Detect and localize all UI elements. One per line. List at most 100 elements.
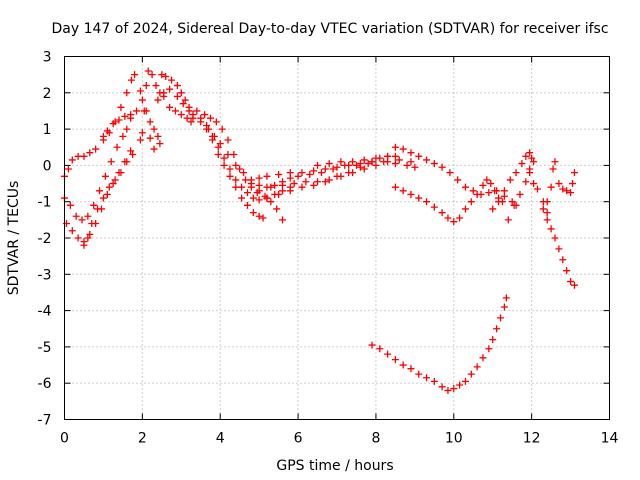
data-point bbox=[263, 194, 271, 202]
data-point bbox=[214, 151, 222, 159]
data-point bbox=[473, 190, 481, 198]
data-point bbox=[391, 143, 399, 151]
data-point bbox=[329, 165, 337, 173]
data-point bbox=[415, 194, 423, 202]
data-point bbox=[142, 107, 150, 115]
data-point bbox=[438, 383, 446, 391]
data-point bbox=[138, 96, 146, 104]
series-arc-18 bbox=[391, 143, 520, 209]
data-point bbox=[111, 176, 119, 184]
data-point bbox=[146, 134, 154, 142]
data-point bbox=[516, 190, 524, 198]
data-point bbox=[430, 160, 438, 168]
data-point bbox=[438, 209, 446, 217]
data-point bbox=[68, 156, 76, 164]
data-point bbox=[158, 71, 166, 79]
y-tick-label: -3 bbox=[38, 267, 52, 283]
data-point bbox=[242, 176, 250, 184]
data-point bbox=[117, 103, 125, 111]
data-point bbox=[123, 125, 131, 133]
data-point bbox=[543, 198, 551, 206]
data-point bbox=[500, 187, 508, 195]
data-point bbox=[570, 169, 578, 177]
data-point bbox=[518, 160, 526, 168]
data-point bbox=[391, 160, 399, 168]
data-point bbox=[456, 214, 464, 222]
data-point bbox=[226, 165, 234, 173]
x-tick-label: 12 bbox=[523, 431, 541, 447]
data-point bbox=[208, 136, 216, 144]
series-arc-7 bbox=[138, 96, 164, 153]
data-point bbox=[210, 132, 218, 140]
series-arc-25 bbox=[368, 294, 510, 394]
data-point bbox=[502, 294, 510, 302]
series-arc-11 bbox=[197, 118, 267, 222]
data-point bbox=[72, 212, 80, 220]
series-arc-12 bbox=[201, 111, 286, 224]
data-point bbox=[160, 89, 168, 97]
y-axis-title: SDTVAR / TECUs bbox=[6, 181, 22, 296]
data-point bbox=[185, 103, 193, 111]
data-point bbox=[495, 198, 503, 206]
data-point bbox=[395, 156, 403, 164]
data-point bbox=[325, 176, 333, 184]
data-point bbox=[360, 156, 368, 164]
data-point bbox=[423, 156, 431, 164]
data-point bbox=[238, 183, 246, 191]
data-point bbox=[508, 198, 516, 206]
data-point bbox=[500, 303, 508, 311]
data-point bbox=[86, 230, 94, 238]
data-point bbox=[64, 165, 72, 173]
series-arc-23 bbox=[539, 158, 578, 213]
series-arc-3 bbox=[62, 147, 135, 246]
data-point bbox=[96, 187, 104, 195]
data-point bbox=[117, 169, 125, 177]
series-arc-9 bbox=[158, 71, 197, 119]
data-point bbox=[224, 136, 232, 144]
data-point bbox=[150, 125, 158, 133]
data-point bbox=[372, 154, 380, 162]
y-tick-labels: -7 -6 -5 -4 -3 -2 -1 0 1 2 3 bbox=[38, 50, 52, 429]
data-point bbox=[127, 111, 135, 119]
data-point bbox=[279, 181, 286, 189]
data-point bbox=[479, 181, 487, 189]
series-arc-4 bbox=[80, 151, 137, 249]
x-tick-label: 10 bbox=[445, 431, 463, 447]
y-tick-label: -4 bbox=[38, 304, 52, 320]
y-tick-label: -5 bbox=[38, 340, 52, 356]
data-point bbox=[512, 169, 520, 177]
data-point bbox=[450, 385, 458, 393]
data-point bbox=[74, 234, 82, 242]
series-arc-8 bbox=[154, 85, 197, 122]
data-point bbox=[113, 143, 121, 151]
data-point bbox=[473, 363, 481, 371]
data-point bbox=[220, 154, 228, 162]
data-point bbox=[493, 325, 501, 333]
data-point bbox=[325, 160, 333, 168]
data-point bbox=[567, 278, 575, 286]
data-point bbox=[127, 147, 135, 155]
data-point bbox=[220, 161, 228, 169]
data-point bbox=[197, 118, 205, 126]
data-point bbox=[68, 227, 76, 235]
data-point bbox=[399, 145, 407, 153]
data-point bbox=[570, 281, 578, 289]
data-point bbox=[201, 111, 209, 119]
data-point bbox=[360, 165, 368, 173]
data-point bbox=[497, 314, 504, 322]
data-point bbox=[162, 72, 170, 80]
data-point bbox=[345, 169, 353, 177]
x-tick-labels: 0 2 4 6 8 10 12 14 bbox=[60, 431, 618, 447]
data-point bbox=[549, 165, 557, 173]
data-point bbox=[74, 152, 82, 160]
data-point bbox=[133, 107, 141, 115]
data-point bbox=[399, 361, 407, 369]
y-tick-label: 0 bbox=[43, 158, 52, 174]
series-arc-20 bbox=[489, 149, 536, 213]
data-point bbox=[491, 187, 499, 195]
data-point bbox=[384, 350, 392, 358]
data-point bbox=[279, 216, 286, 224]
data-point bbox=[216, 140, 224, 148]
data-point bbox=[154, 96, 162, 104]
data-point bbox=[173, 82, 181, 90]
